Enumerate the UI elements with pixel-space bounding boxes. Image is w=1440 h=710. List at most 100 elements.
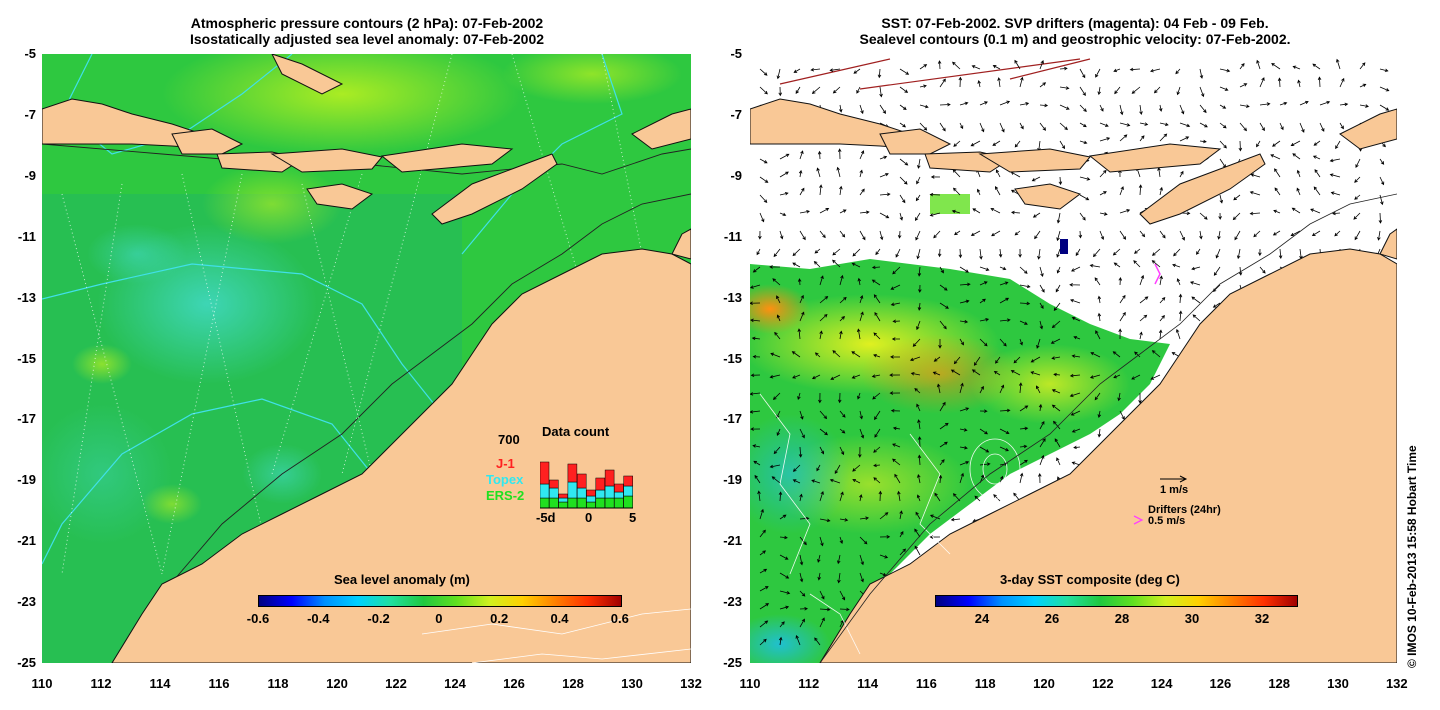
velocity-arrow bbox=[1232, 212, 1241, 221]
velocity-arrow bbox=[750, 373, 761, 378]
velocity-arrow bbox=[799, 187, 805, 196]
y-tick-label: -15 bbox=[723, 350, 742, 366]
velocity-arrow bbox=[793, 68, 801, 73]
velocity-arrow bbox=[837, 148, 842, 160]
velocity-arrow bbox=[798, 446, 803, 458]
velocity-arrow bbox=[1134, 248, 1141, 254]
velocity-arrow bbox=[1019, 405, 1029, 412]
velocity-arrow bbox=[853, 68, 861, 74]
velocity-arrow bbox=[752, 266, 761, 273]
velocity-arrow bbox=[779, 171, 789, 178]
velocity-arrow bbox=[810, 67, 821, 72]
velocity-arrow bbox=[1039, 438, 1046, 448]
velocity-arrow bbox=[954, 230, 961, 236]
velocity-arrow bbox=[1219, 140, 1227, 149]
velocity-arrow bbox=[797, 328, 802, 340]
velocity-arrow bbox=[1159, 314, 1165, 322]
data-count-bar bbox=[623, 475, 633, 487]
y-tick-label: -21 bbox=[17, 533, 36, 549]
data-count-bar bbox=[623, 495, 633, 509]
velocity-arrow bbox=[778, 636, 783, 646]
velocity-arrow bbox=[1296, 169, 1301, 178]
velocity-arrow bbox=[1319, 122, 1325, 132]
velocity-arrow bbox=[992, 140, 1001, 146]
y-tick-label: -11 bbox=[17, 228, 36, 244]
velocity-arrow bbox=[1212, 302, 1221, 308]
velocity-arrow bbox=[1239, 104, 1250, 108]
velocity-arrow bbox=[1199, 122, 1208, 128]
x-tick-label: 110 bbox=[739, 676, 761, 691]
velocity-arrow bbox=[1059, 66, 1068, 71]
data-count-bar bbox=[558, 493, 568, 499]
velocity-arrow bbox=[1218, 212, 1222, 220]
velocity-arrow bbox=[1073, 335, 1081, 340]
velocity-arrow bbox=[1339, 102, 1349, 107]
velocity-arrow bbox=[1079, 68, 1086, 79]
x-tick-label: 126 bbox=[503, 676, 525, 691]
x-tick-label: 114 bbox=[149, 676, 171, 691]
velocity-arrow bbox=[756, 248, 761, 256]
velocity-arrow bbox=[1036, 338, 1041, 349]
velocity-arrow bbox=[929, 514, 941, 520]
left-map-panel[interactable]: 700 Data count J-1 Topex ERS-2 -5d 0 5 S… bbox=[42, 54, 691, 663]
velocity-arrow bbox=[1379, 86, 1390, 92]
velocity-arrow bbox=[819, 184, 823, 196]
velocity-arrow bbox=[1059, 86, 1070, 90]
right-title-line2: Sealevel contours (0.1 m) and geostrophi… bbox=[859, 31, 1291, 47]
velocity-arrow bbox=[852, 464, 861, 472]
velocity-arrow bbox=[939, 320, 947, 330]
velocity-arrow bbox=[999, 281, 1009, 286]
velocity-arrow bbox=[814, 637, 821, 646]
velocity-scale-label: 1 m/s bbox=[1160, 484, 1189, 496]
velocity-arrow bbox=[1379, 158, 1385, 165]
velocity-arrow bbox=[859, 294, 864, 304]
velocity-arrow bbox=[979, 462, 991, 466]
velocity-arrow bbox=[813, 261, 821, 268]
velocity-arrow bbox=[1359, 62, 1366, 70]
satellite-tracks bbox=[61, 54, 643, 575]
velocity-arrow bbox=[915, 230, 921, 241]
velocity-arrow bbox=[874, 311, 881, 322]
velocity-arrow bbox=[792, 374, 801, 379]
velocity-arrow bbox=[910, 371, 921, 376]
velocity-arrow bbox=[939, 401, 946, 412]
velocity-arrow bbox=[1271, 62, 1281, 70]
velocity-arrow bbox=[1253, 230, 1261, 238]
velocity-arrow bbox=[939, 459, 945, 466]
velocity-arrow bbox=[1079, 176, 1091, 181]
velocity-arrow bbox=[1290, 230, 1301, 237]
data-count-bar bbox=[586, 501, 596, 509]
velocity-arrow bbox=[970, 140, 981, 147]
velocity-arrow bbox=[1079, 122, 1087, 128]
velocity-arrow bbox=[899, 104, 907, 110]
velocity-arrow bbox=[839, 330, 843, 340]
velocity-arrow bbox=[1039, 454, 1045, 466]
right-map-panel[interactable]: 1 m/s Drifters (24hr) 0.5 m/s 3-day SST … bbox=[750, 54, 1397, 663]
velocity-arrow bbox=[759, 158, 768, 164]
velocity-arrow bbox=[1056, 212, 1061, 224]
velocity-arrow bbox=[1296, 187, 1301, 196]
velocity-arrow bbox=[1278, 248, 1283, 260]
velocity-arrow bbox=[858, 446, 862, 458]
velocity-arrow bbox=[999, 318, 1011, 322]
velocity-arrow bbox=[1213, 266, 1221, 276]
velocity-arrow bbox=[819, 607, 831, 612]
velocity-arrow bbox=[1259, 266, 1266, 274]
data-count-bar bbox=[604, 497, 615, 509]
x-tick-label: 128 bbox=[1268, 676, 1291, 691]
velocity-arrow bbox=[819, 428, 828, 436]
velocity-arrow bbox=[1299, 100, 1309, 106]
velocity-arrow bbox=[759, 508, 764, 520]
velocity-arrow bbox=[917, 419, 921, 430]
velocity-arrow bbox=[799, 554, 804, 566]
velocity-arrow bbox=[1113, 262, 1121, 268]
velocity-arrow bbox=[1159, 186, 1163, 196]
velocity-arrow bbox=[758, 230, 762, 240]
velocity-arrow bbox=[1192, 314, 1201, 322]
velocity-arrow bbox=[859, 104, 864, 115]
velocity-arrow bbox=[1199, 139, 1207, 144]
velocity-arrow bbox=[1079, 140, 1088, 145]
y-tick-label: -17 bbox=[17, 411, 36, 427]
velocity-arrow bbox=[771, 476, 781, 484]
velocity-arrow bbox=[769, 374, 781, 379]
